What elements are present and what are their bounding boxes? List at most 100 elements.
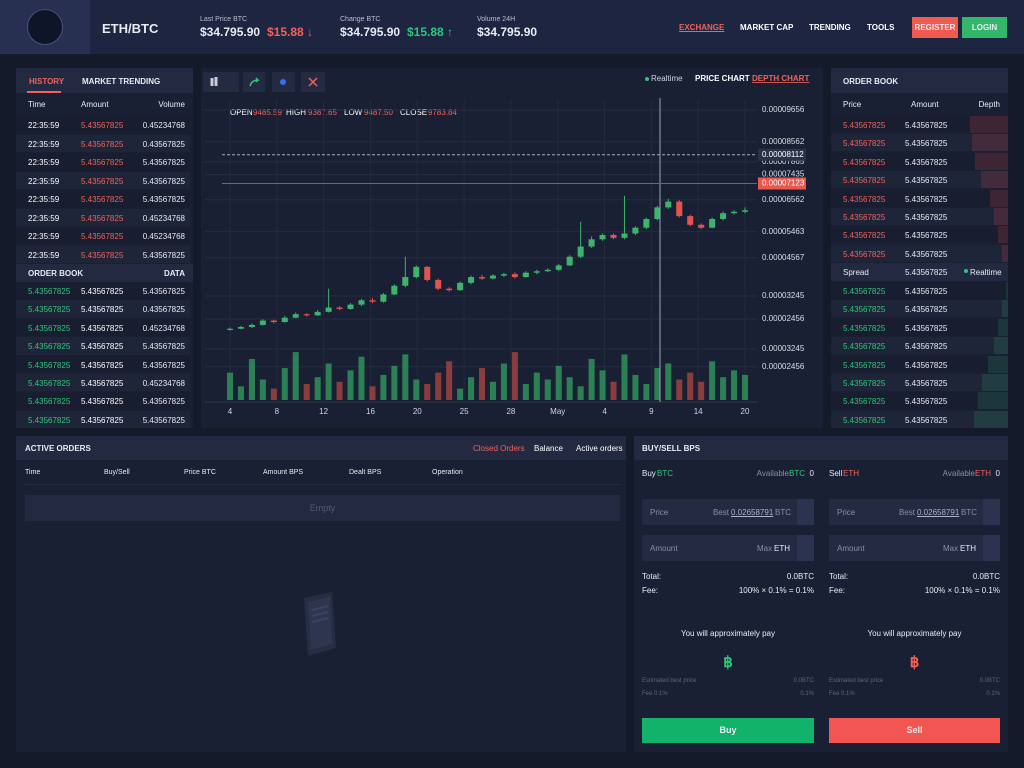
row	[831, 226, 1008, 244]
tab-bar	[16, 68, 193, 93]
column-header: Amount	[81, 100, 109, 109]
candle-body	[588, 239, 595, 247]
candle-body	[610, 234, 617, 238]
total-label: Total:	[829, 572, 849, 581]
login-button[interactable]: LOGIN	[962, 17, 1007, 38]
depth-bar	[978, 392, 1008, 410]
row	[16, 116, 190, 134]
orders-tab[interactable]: Balance	[534, 444, 563, 453]
cell: 5.43567825	[905, 415, 948, 425]
amount-input[interactable]	[642, 535, 814, 561]
orders-tab[interactable]: Closed Orders	[473, 444, 525, 453]
row	[831, 300, 1008, 318]
row	[16, 392, 190, 410]
section-title: ORDER BOOK	[28, 269, 84, 278]
column-header[interactable]: Dealt BPS	[349, 469, 382, 476]
y-tick-label: 0.00004567	[762, 253, 805, 262]
column-header[interactable]: Buy/Sell	[104, 469, 130, 476]
tab[interactable]: MARKET TRENDING	[82, 77, 161, 86]
spinner[interactable]	[797, 499, 814, 525]
column-header[interactable]: Price BTC	[184, 469, 216, 476]
realtime: Realtime	[651, 74, 683, 83]
candle-body	[555, 265, 562, 270]
stat-label: Last Price BTC	[200, 16, 248, 23]
candle-body	[468, 277, 475, 283]
cell: 5.43567825	[81, 360, 124, 370]
column-header[interactable]: Amount BPS	[263, 469, 304, 476]
cell: 5.43567825	[28, 323, 71, 333]
realtime-dot	[645, 77, 649, 81]
section-bar	[16, 264, 193, 282]
candle-body	[511, 274, 518, 278]
tab[interactable]: HISTORY	[29, 77, 65, 86]
nav-link[interactable]: EXCHANGE	[679, 23, 725, 32]
cell: 5.43567825	[81, 213, 124, 223]
candle-body	[599, 234, 606, 240]
ohlc-value: 9487.50	[364, 108, 393, 117]
volume-bar	[424, 384, 431, 400]
price-input[interactable]	[642, 499, 814, 525]
candle-body	[435, 279, 442, 289]
row	[831, 318, 1008, 336]
column-header: Price	[843, 100, 862, 109]
candle-body	[380, 294, 387, 302]
est-value: 0.0BTC	[979, 678, 1000, 684]
nav-link[interactable]: TRENDING	[809, 23, 851, 32]
column-header[interactable]: Operation	[432, 469, 463, 476]
cell: 5.43567825	[142, 287, 185, 296]
candle-body	[391, 285, 398, 295]
price-input[interactable]	[829, 499, 1000, 525]
cell: 5.43567825	[81, 176, 124, 186]
logo[interactable]	[27, 9, 63, 45]
volume-bar	[292, 352, 299, 400]
row	[16, 208, 190, 226]
orders-title: ACTIVE ORDERS	[25, 444, 91, 453]
candle-body	[446, 288, 453, 291]
section-data[interactable]: DATA	[163, 269, 185, 278]
x-tick-label: 20	[741, 407, 750, 416]
orders-tab[interactable]: Active orders	[576, 444, 623, 453]
sell-button[interactable]: Sell	[829, 718, 1000, 743]
volume-bar	[259, 379, 266, 400]
spread-bar	[831, 263, 1008, 281]
volume-bar	[336, 381, 343, 400]
spinner[interactable]	[797, 535, 814, 561]
cell: 0.45234768	[142, 121, 185, 130]
candle-body	[314, 311, 321, 316]
x-tick-label: 25	[460, 407, 469, 416]
cell: 22:35:59	[28, 121, 60, 130]
column-header[interactable]: Time	[25, 469, 41, 476]
depth-bar	[1006, 282, 1008, 299]
row	[16, 227, 190, 245]
empty-icon	[304, 592, 336, 656]
nav-link[interactable]: TOOLS	[867, 23, 895, 32]
register-button[interactable]: REGISTER	[912, 17, 958, 38]
candle-body	[270, 320, 277, 323]
column-header: Amount	[911, 100, 939, 109]
x-tick-label: 14	[694, 407, 703, 416]
cell: 5.43567825	[28, 287, 71, 296]
cell: 0.45234768	[142, 232, 185, 241]
candle-body	[479, 277, 486, 279]
amount-input[interactable]	[829, 535, 1000, 561]
cell: 5.43567825	[843, 176, 886, 186]
depth-bar	[998, 318, 1008, 336]
volume-bar	[665, 363, 672, 400]
row	[16, 245, 190, 263]
stat-label: Volume 24H	[477, 16, 516, 23]
pair[interactable]: ETH/BTC	[102, 21, 159, 36]
spinner[interactable]	[983, 535, 1000, 561]
volume-bar	[435, 372, 442, 400]
nav-link[interactable]: MARKET CAP	[740, 23, 794, 32]
buy-button[interactable]: Buy	[642, 718, 814, 743]
price-tag	[758, 148, 806, 161]
stat-value: $34.795.90	[340, 25, 401, 39]
est-value: 0.0BTC	[793, 678, 814, 684]
side-asset: BTC	[657, 469, 673, 478]
cell: 5.43567825	[81, 342, 124, 352]
volume-bar	[500, 363, 507, 400]
cell: 22:35:59	[28, 176, 60, 186]
best-label: Best	[899, 508, 916, 517]
spinner[interactable]	[983, 499, 1000, 525]
